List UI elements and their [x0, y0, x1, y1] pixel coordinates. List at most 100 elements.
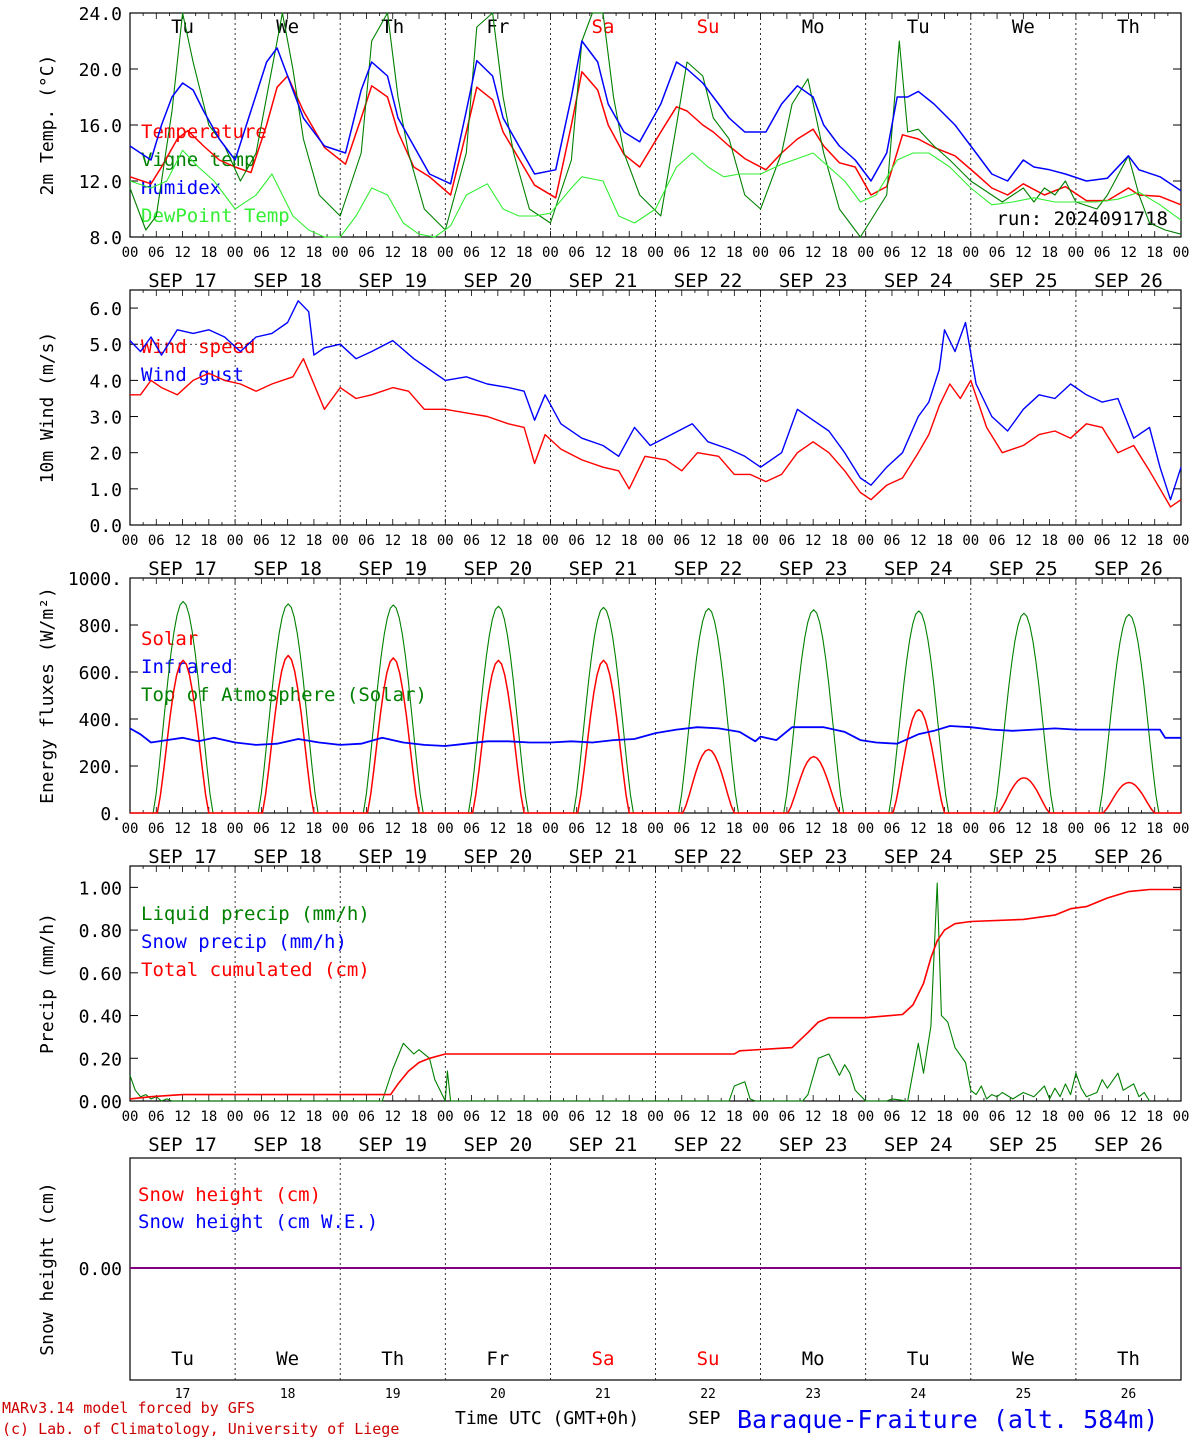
- date-label: SEP 26: [1094, 1134, 1163, 1156]
- day-number-label: 22: [700, 1387, 716, 1402]
- y-tick-label: 0.20: [79, 1049, 122, 1070]
- hour-tick-label: 06: [778, 245, 795, 261]
- hour-tick-label: 12: [1015, 533, 1032, 549]
- hour-tick-label: 06: [358, 533, 375, 549]
- date-label: SEP 19: [358, 1134, 427, 1156]
- date-label: SEP 20: [464, 1134, 533, 1156]
- weekday-label: Sa: [592, 1348, 615, 1370]
- date-label: SEP 18: [253, 1134, 322, 1156]
- hour-tick-label: 06: [148, 245, 165, 261]
- date-label: SEP 25: [989, 558, 1058, 580]
- hour-tick-label: 12: [279, 245, 296, 261]
- day-number-label: 24: [910, 1387, 926, 1402]
- hour-tick-label: 00: [542, 821, 559, 837]
- hour-tick-label: 18: [936, 245, 953, 261]
- hour-tick-label: 12: [279, 1109, 296, 1125]
- hour-tick-label: 18: [200, 533, 217, 549]
- hour-tick-label: 12: [279, 821, 296, 837]
- weekday-label: Fr: [486, 1348, 509, 1370]
- legend-entry: Snow height (cm): [138, 1184, 321, 1206]
- hour-tick-label: 12: [1015, 821, 1032, 837]
- y-tick-label: 4.0: [89, 371, 122, 392]
- y-tick-label: 0.40: [79, 1007, 122, 1028]
- weekday-label: Su: [697, 16, 720, 38]
- hour-tick-label: 18: [411, 533, 428, 549]
- series-line-wind-speed: [130, 358, 1182, 508]
- date-label: SEP 26: [1094, 270, 1163, 292]
- date-label: SEP 25: [989, 1134, 1058, 1156]
- weekday-label: Tu: [907, 1348, 930, 1370]
- hour-tick-label: 18: [305, 1109, 322, 1125]
- y-tick-label: 5.0: [89, 335, 122, 356]
- hour-tick-label: 12: [489, 245, 506, 261]
- y-axis-label: Energy fluxes (W/m²): [37, 587, 58, 804]
- y-tick-label: 16.0: [79, 116, 122, 137]
- hour-tick-label: 00: [542, 533, 559, 549]
- hour-tick-label: 18: [411, 1109, 428, 1125]
- y-tick-label: 0.: [100, 804, 122, 825]
- hour-tick-label: 00: [647, 821, 664, 837]
- weekday-label: Tu: [171, 1348, 194, 1370]
- date-label: SEP 18: [253, 270, 322, 292]
- hour-tick-label: 12: [805, 821, 822, 837]
- date-label: SEP 21: [569, 1134, 638, 1156]
- hour-tick-label: 18: [411, 821, 428, 837]
- hour-tick-label: 06: [884, 821, 901, 837]
- y-tick-label: 0.00: [79, 1259, 122, 1280]
- hour-tick-label: 12: [489, 821, 506, 837]
- y-tick-label: 12.0: [79, 172, 122, 193]
- hour-tick-label: 06: [463, 1109, 480, 1125]
- hour-tick-label: 00: [332, 533, 349, 549]
- hour-tick-label: 12: [1015, 1109, 1032, 1125]
- y-tick-label: 400.: [79, 710, 122, 731]
- y-tick-label: 200.: [79, 757, 122, 778]
- date-label: SEP 24: [884, 846, 953, 868]
- hour-tick-label: 18: [831, 533, 848, 549]
- hour-tick-label: 00: [857, 533, 874, 549]
- station-title: Baraque-Fraiture (alt. 584m): [737, 1405, 1158, 1434]
- y-tick-label: 800.: [79, 616, 122, 637]
- hour-tick-label: 06: [568, 533, 585, 549]
- date-label: SEP 26: [1094, 558, 1163, 580]
- weekday-label: Su: [697, 1348, 720, 1370]
- hour-tick-label: 06: [358, 1109, 375, 1125]
- hour-tick-label: 12: [595, 533, 612, 549]
- hour-tick-label: 00: [962, 1109, 979, 1125]
- hour-tick-label: 06: [673, 821, 690, 837]
- hour-tick-label: 00: [227, 821, 244, 837]
- hour-tick-label: 12: [1120, 245, 1137, 261]
- date-label: SEP 26: [1094, 846, 1163, 868]
- hour-tick-label: 18: [1146, 245, 1163, 261]
- hour-tick-label: 18: [1041, 821, 1058, 837]
- y-tick-label: 1.0: [89, 480, 122, 501]
- date-label: SEP 21: [569, 270, 638, 292]
- hour-tick-label: 18: [831, 821, 848, 837]
- hour-tick-label: 00: [1067, 533, 1084, 549]
- legend-entry: Wind speed: [141, 336, 255, 358]
- hour-tick-label: 12: [174, 1109, 191, 1125]
- y-tick-label: 600.: [79, 663, 122, 684]
- hour-tick-label: 12: [1120, 1109, 1137, 1125]
- hour-tick-label: 18: [726, 1109, 743, 1125]
- hour-tick-label: 06: [1094, 1109, 1111, 1125]
- weekday-label: We: [1012, 16, 1035, 38]
- hour-tick-label: 00: [227, 245, 244, 261]
- hour-tick-label: 18: [726, 533, 743, 549]
- legend-entry: DewPoint Temp: [141, 205, 290, 227]
- time-axis-label: Time UTC (GMT+0h): [455, 1408, 639, 1429]
- hour-tick-label: 06: [568, 821, 585, 837]
- date-label: SEP 24: [884, 1134, 953, 1156]
- hour-tick-label: 06: [884, 1109, 901, 1125]
- hour-tick-label: 12: [174, 245, 191, 261]
- hour-tick-label: 18: [1041, 245, 1058, 261]
- hour-tick-label: 12: [910, 245, 927, 261]
- weekday-label: Sa: [592, 16, 615, 38]
- series-line-vigne-temp: [129, 12, 1182, 238]
- date-label: SEP 17: [148, 1134, 217, 1156]
- hour-tick-label: 06: [148, 821, 165, 837]
- hour-tick-label: 06: [1094, 533, 1111, 549]
- hour-tick-label: 06: [778, 533, 795, 549]
- hour-tick-label: 12: [384, 533, 401, 549]
- y-axis-label: 10m Wind (m/s): [37, 332, 58, 484]
- weekday-label: We: [1012, 1348, 1035, 1370]
